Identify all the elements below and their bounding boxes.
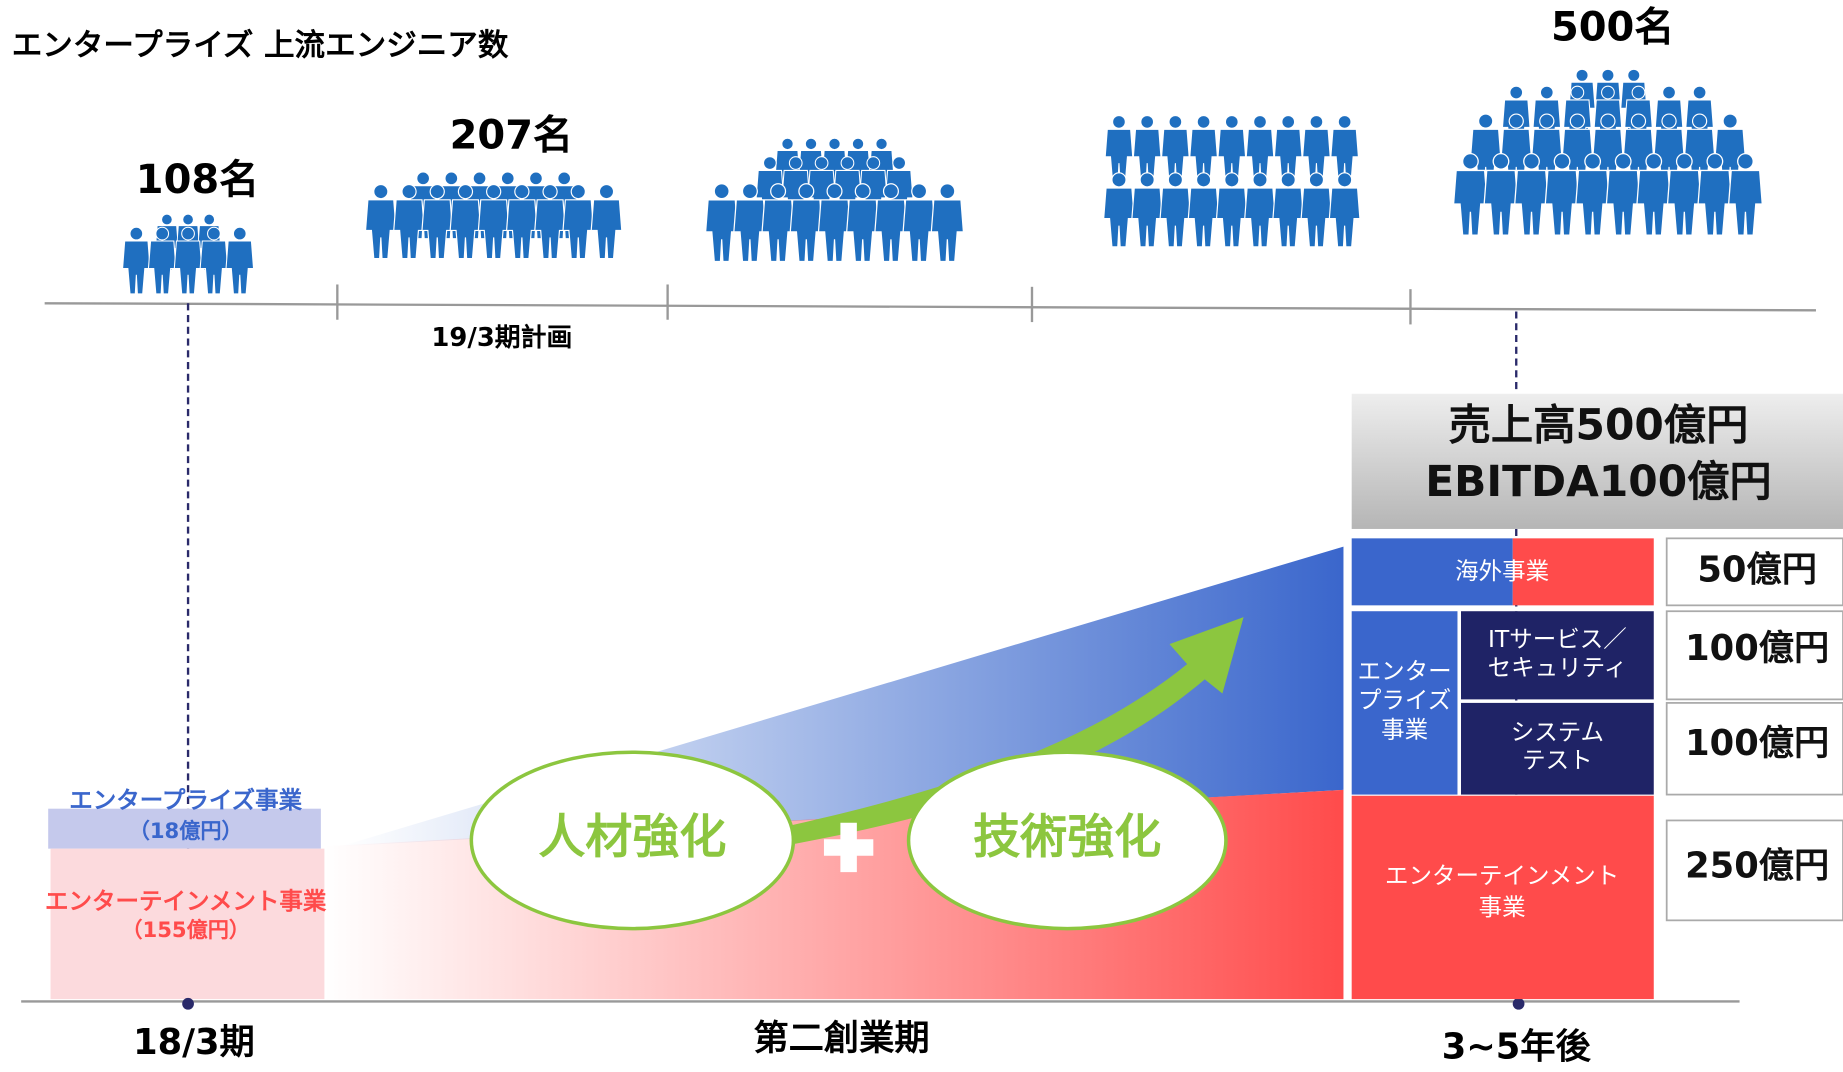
segment-label: ITサービス／ — [1488, 625, 1627, 653]
period: 第二創業期 — [753, 1018, 929, 1059]
current-label: エンターテインメント事業 — [45, 887, 327, 915]
amount: 50億円 — [1697, 549, 1817, 590]
page: エンタープライズ 上流エンジニア数 108名 207名 500名 19/3期計画… — [0, 0, 1843, 1072]
person-icon — [1160, 173, 1191, 247]
diagram: エンタープライズ 上流エンジニア数 108名 207名 500名 19/3期計画… — [0, 0, 1843, 1072]
person-icon — [1190, 116, 1218, 183]
person-icon — [1105, 116, 1133, 183]
people-icons — [123, 69, 1763, 294]
person-icon — [591, 185, 622, 259]
person-icon — [1218, 116, 1246, 183]
segment-label: セキュリティ — [1488, 653, 1628, 681]
segment-label: エンター — [1358, 657, 1452, 685]
period: 3~5年後 — [1442, 1026, 1592, 1067]
current-label: エンタープライズ事業 — [69, 786, 302, 814]
person-icon — [1301, 173, 1332, 247]
person-icon — [1104, 173, 1135, 247]
strategy: 技術強化 — [973, 810, 1161, 865]
amount: 100億円 — [1685, 723, 1829, 764]
current-amount: （155億円） — [121, 917, 250, 942]
segment-label: 事業 — [1479, 893, 1526, 921]
person-icon — [931, 184, 963, 262]
person-icon — [1132, 173, 1163, 247]
segment-label: 海外事業 — [1455, 557, 1549, 585]
segment-label: システム — [1511, 718, 1604, 746]
headcount: 500名 — [1551, 4, 1674, 50]
current-amount: （18億円） — [129, 818, 243, 843]
segment-label: 事業 — [1381, 716, 1428, 744]
segment-label: プライズ — [1358, 686, 1451, 714]
strategy: 人材強化 — [538, 810, 726, 865]
person-icon — [1274, 116, 1302, 183]
target-sales: 売上高500億円 — [1449, 400, 1749, 449]
headcount: 108名 — [136, 157, 259, 203]
person-icon — [1162, 116, 1190, 183]
person-icon — [1246, 116, 1274, 183]
title: エンタープライズ 上流エンジニア数 — [12, 28, 509, 64]
person-icon — [1245, 173, 1276, 247]
person-icon — [706, 184, 738, 262]
target-ebitda: EBITDA100億円 — [1425, 457, 1771, 506]
timeline — [45, 303, 1816, 310]
marker — [182, 998, 194, 1010]
person-icon — [1217, 173, 1248, 247]
person-icon — [1188, 173, 1219, 247]
person-icon — [1329, 173, 1360, 247]
period: 18/3期 — [133, 1022, 255, 1063]
amount: 250億円 — [1685, 845, 1829, 886]
person-icon — [1331, 116, 1359, 183]
timeline-label: 19/3期計画 — [431, 322, 572, 353]
marker — [1513, 998, 1525, 1010]
person-icon — [1303, 116, 1331, 183]
amount: 100億円 — [1685, 628, 1829, 669]
person-icon — [1133, 116, 1161, 183]
headcount: 207名 — [450, 113, 573, 159]
person-icon — [366, 185, 397, 259]
segment-label: テスト — [1522, 746, 1593, 774]
person-icon — [123, 227, 151, 294]
person-icon — [226, 227, 254, 294]
person-icon — [1273, 173, 1304, 247]
segment-label: エンターテインメント — [1385, 861, 1619, 889]
